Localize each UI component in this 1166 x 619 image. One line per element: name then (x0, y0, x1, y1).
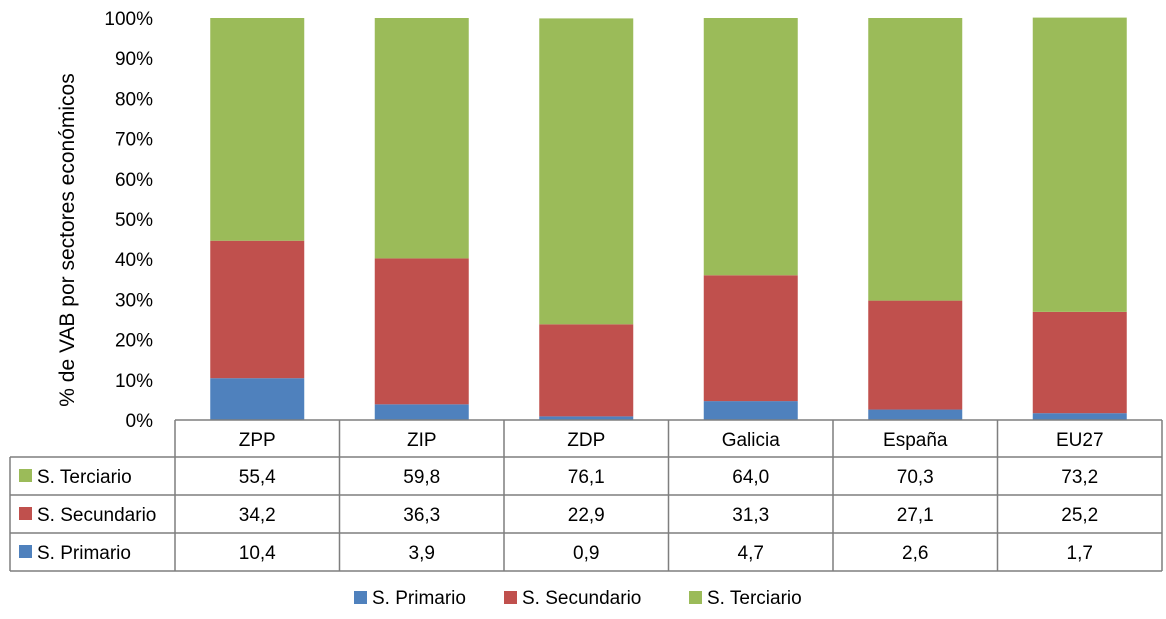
table-cell-value: 22,9 (568, 505, 605, 526)
data-table: ZPP ZIP ZDP Galicia España EU27 S. Terciario 55… (9, 419, 1163, 572)
table-row-label: S. Primario (37, 543, 131, 564)
y-tick-label: 80% (115, 89, 153, 110)
y-tick-label: 60% (115, 170, 153, 191)
legend-label: S. Secundario (522, 588, 641, 609)
y-tick-label: 100% (104, 9, 153, 30)
table-legend-key (19, 507, 32, 520)
table-cell-value: 73,2 (1061, 467, 1098, 488)
bar-segment (210, 18, 305, 241)
x-category-label: España (883, 430, 948, 451)
bar-segment (539, 18, 634, 325)
table-cell-value: 70,3 (897, 467, 934, 488)
y-tick-label: 90% (115, 49, 153, 70)
bar-segment (1032, 311, 1127, 414)
table-cell-value: 0,9 (573, 543, 599, 564)
table-row-label: S. Terciario (37, 467, 132, 488)
table-legend-key (19, 545, 32, 558)
table-cell-value: 31,3 (732, 505, 769, 526)
legend-label: S. Terciario (707, 588, 802, 609)
bar-segment (868, 300, 963, 410)
bar-segment (1032, 413, 1127, 420)
table-cell-value: 76,1 (568, 467, 605, 488)
legend-label: S. Primario (372, 588, 466, 609)
bar-segment (539, 324, 634, 417)
bar-segment (703, 18, 798, 276)
table-cell-value: 10,4 (239, 543, 276, 564)
y-tick-label: 10% (115, 371, 153, 392)
bar-segment (374, 18, 469, 259)
bar-segment (868, 18, 963, 301)
y-axis: 0% 10% 20% 30% 40% 50% 60% 70% 80% 90% 100% (104, 9, 153, 432)
bar-segment (703, 275, 798, 402)
table-row-label: S. Secundario (37, 505, 156, 526)
y-tick-label: 20% (115, 331, 153, 352)
table-cell-value: 64,0 (732, 467, 769, 488)
x-category-label: EU27 (1056, 430, 1104, 451)
y-tick-label: 30% (115, 290, 153, 311)
y-tick-label: 50% (115, 210, 153, 231)
table-cell-value: 3,9 (409, 543, 435, 564)
x-category-label: Galicia (722, 430, 781, 451)
legend-swatch (354, 591, 367, 604)
legend: S. Primario S. Secundario S. Terciario (354, 588, 802, 609)
bars (210, 17, 1127, 420)
table-cell-value: 55,4 (239, 467, 276, 488)
x-category-label: ZDP (567, 430, 605, 451)
legend-swatch (689, 591, 702, 604)
bar-segment (868, 409, 963, 420)
bar-segment (374, 404, 469, 420)
x-category-label: ZIP (407, 430, 437, 451)
y-tick-label: 0% (126, 411, 154, 432)
table-cell-value: 4,7 (738, 543, 764, 564)
table-cell-value: 1,7 (1067, 543, 1093, 564)
bar-segment (210, 240, 305, 379)
x-category-label: ZPP (239, 430, 276, 451)
table-cell-value: 36,3 (403, 505, 440, 526)
table-cell-value: 59,8 (403, 467, 440, 488)
bar-segment (374, 258, 469, 405)
table-legend-key (19, 469, 32, 482)
y-axis-label: % de VAB por sectores económicos (56, 73, 79, 406)
y-tick-label: 40% (115, 250, 153, 271)
table-cell-value: 27,1 (897, 505, 934, 526)
bar-segment (539, 416, 634, 420)
table-cell-value: 2,6 (902, 543, 928, 564)
bar-segment (1032, 17, 1127, 312)
table-cell-value: 25,2 (1061, 505, 1098, 526)
bar-segment (210, 378, 305, 420)
legend-swatch (504, 591, 517, 604)
table-cell-value: 34,2 (239, 505, 276, 526)
bar-segment (703, 401, 798, 420)
y-tick-label: 70% (115, 130, 153, 151)
